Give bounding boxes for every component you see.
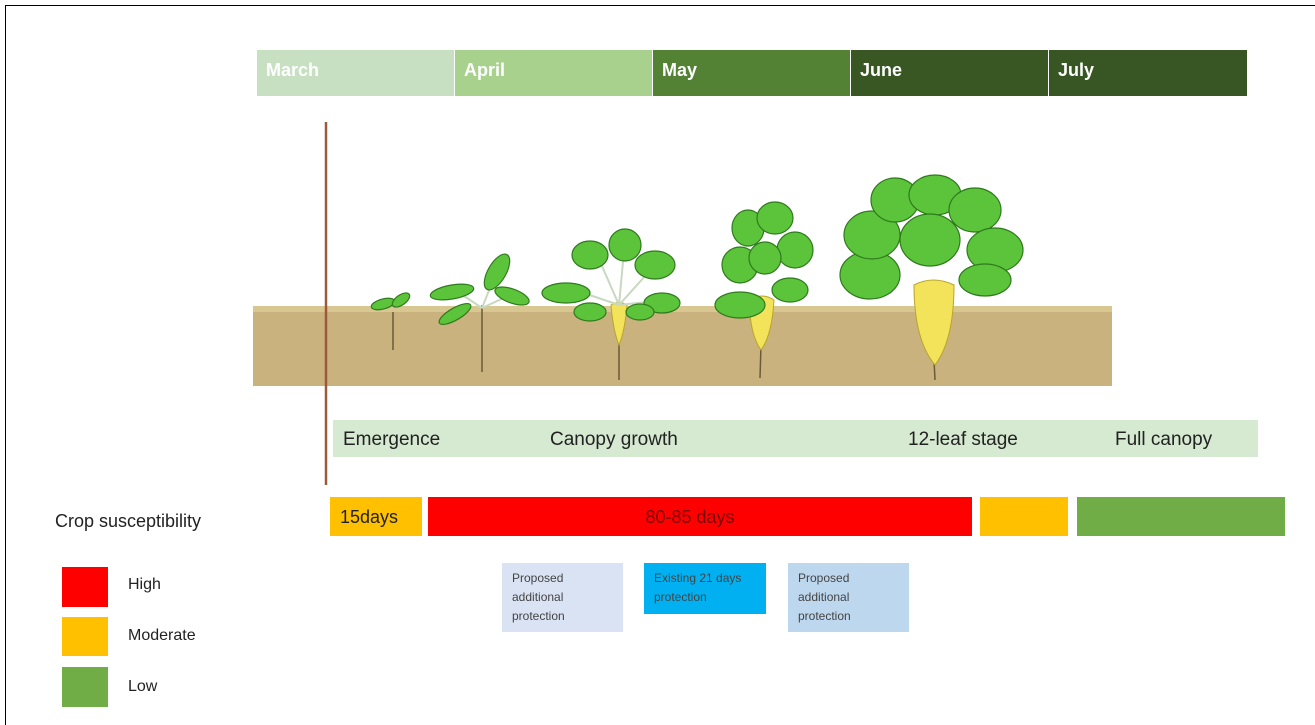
moderate-bar [980,497,1068,536]
month-cell [455,50,652,96]
legend-swatch [62,617,108,656]
month-label: April [464,60,505,80]
text-line: protection [798,609,851,623]
protection-text: Proposed additional protection [798,571,853,623]
text-line: Proposed [798,571,849,585]
text-line: protection [654,590,707,604]
months-bar: March April May June July [257,50,1247,96]
month-cell [653,50,850,96]
text-line: additional [512,590,563,604]
legend-label: High [128,576,161,593]
stage-label: Emergence [343,429,440,450]
protection-text: Proposed additional protection [512,571,567,623]
protection-box [502,563,623,632]
month-label: June [860,60,902,80]
soil-top [253,306,1112,312]
soil [253,308,1112,386]
protection-box [644,563,766,614]
plant-3 [541,228,681,380]
low-bar [1077,497,1285,536]
text-line: additional [798,590,849,604]
protection-box [788,563,909,632]
legend-swatch [62,567,108,607]
month-cell [257,50,454,96]
text-line: protection [512,609,565,623]
stage-label: 12-leaf stage [908,429,1018,450]
moderate-bar [330,497,422,536]
text-line: Proposed [512,571,563,585]
stages-bar [333,420,1258,457]
month-label: July [1058,60,1094,80]
month-label: May [662,60,697,80]
legend-label: Low [128,678,158,695]
frame [5,5,1315,725]
text-line: Existing 21 days [654,571,741,585]
plant-5 [839,174,1024,381]
bar-label: 15days [340,507,398,527]
protection-text: Existing 21 days protection [654,571,745,604]
stage-label: Full canopy [1115,429,1213,450]
stage-label: Canopy growth [550,429,678,450]
month-cell [1049,50,1247,96]
high-bar [428,497,972,536]
susceptibility-label: Crop susceptibility [55,511,201,531]
bar-label: 80-85 days [645,507,734,527]
legend-label: Moderate [128,627,196,644]
month-label: March [266,60,319,80]
plant-1 [370,292,411,350]
plant-2 [429,253,530,372]
month-cell [851,50,1048,96]
plant-4 [714,201,814,379]
legend-swatch [62,667,108,707]
